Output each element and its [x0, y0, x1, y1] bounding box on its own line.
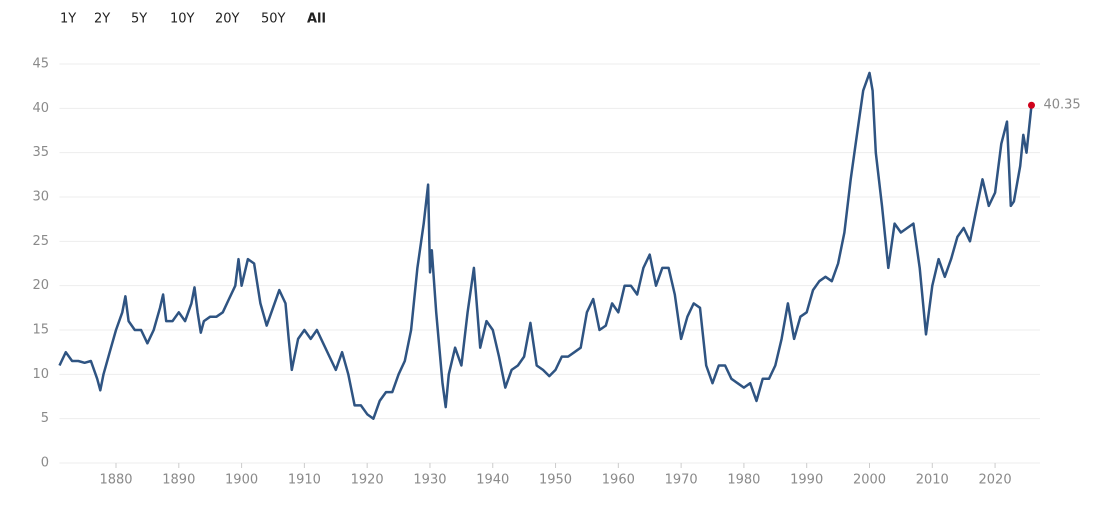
- x-tick-label: 1900: [225, 473, 258, 488]
- last-value-label: 40.35: [1043, 98, 1080, 113]
- x-tick-label: 1990: [790, 473, 823, 488]
- x-tick-label: 1980: [727, 473, 760, 488]
- y-tick-label: 45: [32, 57, 49, 72]
- line: [58, 71, 1033, 420]
- y-tick-label: 5: [41, 411, 49, 426]
- y-tick-label: 35: [32, 145, 49, 160]
- y-tick-label: 20: [32, 278, 49, 293]
- y-tick-label: 30: [32, 190, 49, 205]
- range-button[interactable]: 20Y: [215, 12, 240, 27]
- y-tick-label: 25: [32, 234, 49, 249]
- y-tick-label: 0: [41, 456, 49, 471]
- last-point: [1027, 101, 1035, 109]
- x-tick-label: 1930: [413, 473, 446, 488]
- x-tick-label: 1950: [539, 473, 572, 488]
- range-button[interactable]: 10Y: [170, 12, 195, 27]
- x-tick-label: 1960: [602, 473, 635, 488]
- x-tick-label: 2000: [853, 473, 886, 488]
- x-tick-label: 2020: [979, 473, 1012, 488]
- x-tick-label: 1970: [665, 473, 698, 488]
- range-button[interactable]: 50Y: [261, 12, 286, 27]
- x-tick-label: 1910: [288, 473, 321, 488]
- y-tick-label: 10: [32, 367, 49, 382]
- y-tick-label: 40: [32, 101, 49, 116]
- range-button[interactable]: 1Y: [60, 12, 76, 27]
- x-tick-label: 2010: [916, 473, 949, 488]
- x-tick-label: 1890: [162, 473, 195, 488]
- x-tick-label: 1880: [99, 473, 132, 488]
- x-tick-label: 1920: [351, 473, 384, 488]
- range-button[interactable]: All: [307, 12, 326, 27]
- range-button[interactable]: 5Y: [131, 12, 147, 27]
- x-tick-label: 1940: [476, 473, 509, 488]
- range-button[interactable]: 2Y: [94, 12, 110, 27]
- y-tick-label: 15: [32, 323, 49, 338]
